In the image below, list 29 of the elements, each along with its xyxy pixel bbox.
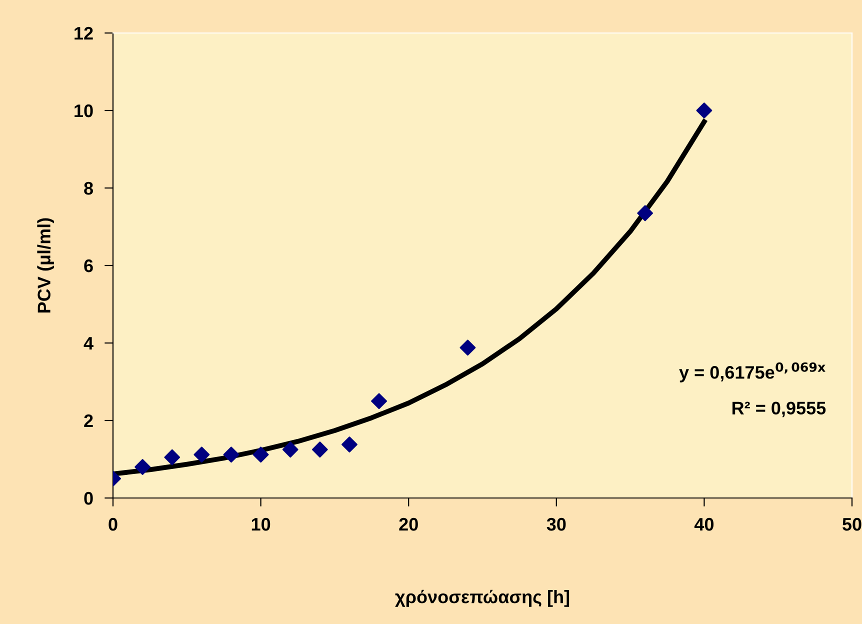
point bbox=[460, 340, 476, 356]
point bbox=[637, 205, 654, 222]
point bbox=[696, 102, 712, 118]
point bbox=[312, 442, 328, 458]
x-tick-label: 50 bbox=[842, 518, 862, 531]
point bbox=[134, 459, 151, 475]
y-axis-title: PCV (μl/ml) bbox=[37, 218, 54, 312]
point bbox=[223, 446, 240, 463]
annotation: R² = 0,9555 bbox=[732, 402, 826, 418]
y-tick-label: 6 bbox=[84, 259, 93, 272]
point bbox=[164, 449, 180, 466]
x-tick-label: 30 bbox=[546, 518, 566, 531]
x-tick-label: 20 bbox=[399, 518, 418, 531]
y-tick-label: 2 bbox=[84, 414, 93, 428]
point bbox=[371, 393, 388, 410]
x-tick-label: 0 bbox=[108, 518, 118, 531]
point bbox=[282, 442, 298, 458]
point bbox=[252, 446, 269, 463]
point bbox=[194, 446, 210, 463]
x-axis-title: χρόνοσεπώασης [h] bbox=[395, 590, 570, 607]
x-tick-label: 10 bbox=[252, 518, 270, 531]
annotation: y = 0,6175e$^{0,069x}$ bbox=[679, 362, 826, 382]
y-tick-label: 8 bbox=[84, 182, 94, 195]
x-tick-label: 40 bbox=[694, 518, 714, 531]
y-tick-label: 4 bbox=[84, 337, 94, 350]
point bbox=[342, 436, 358, 453]
y-tick-label: 0 bbox=[84, 492, 93, 505]
y-tick-label: 10 bbox=[74, 104, 93, 118]
y-tick-label: 12 bbox=[74, 26, 93, 40]
